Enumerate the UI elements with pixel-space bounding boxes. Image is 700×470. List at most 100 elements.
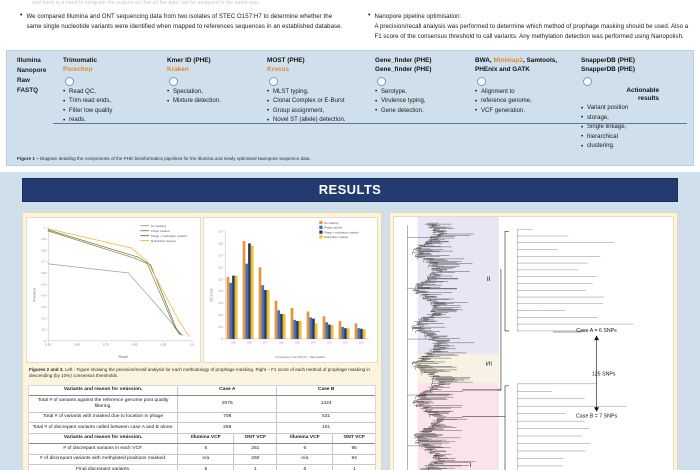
cell-value: 6 [276,443,333,455]
cell-value: 1 [332,464,375,470]
cell-value: 5 [177,464,234,470]
cell-case-a: 708 [177,412,277,424]
figure-1-caption-text: Diagram detailing the components of the … [39,155,311,161]
svg-text:0.95: 0.95 [161,342,167,346]
svg-text:0.9: 0.9 [231,340,235,344]
intro-column-left: and there is a need to integrate the out… [6,0,346,42]
actionable-line-2: results [638,95,659,103]
cell-value: 261 [233,443,277,455]
nanopore-optimisation-text: A precision/recall analysis was performe… [374,22,689,40]
list-item: Novel ST (allele) detection. [267,116,369,126]
cell-value: 6 [276,464,333,470]
pipeline-lead-labels: Illumina Nanopore Raw FASTQ [11,56,63,152]
pipeline-stage-grid: Illumina Nanopore Raw FASTQ Trimomatic P… [11,56,689,152]
figure-23-caption-text: Left - Figure showing the precision/reca… [29,366,370,379]
intro-bullet-right-text: Nanopore pipeline optimisation: A precis… [374,12,694,42]
pipeline-stage-5[interactable]: BWA, Minimap2, Samtools, PHEnix and GATK… [475,56,581,152]
svg-text:II: II [487,276,491,283]
pipeline-stage-1[interactable]: Trimomatic Porechop Read QC, Trim read e… [63,56,167,152]
cell-value: 260 [233,454,277,466]
svg-text:0.9: 0.9 [42,237,46,241]
svg-text:1: 1 [44,225,46,229]
list-item-cont: reads. [63,116,161,126]
list-item: Variant position [581,104,657,114]
intro-column-right: • Nanopore pipeline optimisation: A prec… [354,0,694,42]
svg-text:0.4: 0.4 [219,289,223,293]
table-row: Total # of variants with masked due to l… [29,412,375,424]
stage-1-node [63,75,167,88]
figure-23-caption: Figures 2 and 3. Left - Figure showing t… [23,363,381,383]
row-label: # of discrepant variants with methylated… [29,454,178,466]
list-item: VCF generation. [475,106,575,117]
results-body: 0 0.1 0.2 0.3 0.4 0.5 0.6 0.7 0.8 0.9 1 0.55 0.65 0.… [0,207,700,470]
stage-5-illumina-tool-line2: PHEnix and GATK [475,66,530,74]
svg-text:Case B = 7 SNPs: Case B = 7 SNPs [576,413,617,419]
f1-score-chart[interactable]: 0 0.1 0.2 0.3 0.4 0.5 0.6 0.7 0.8 0.9 0.9 0.8 0.7 0.… [203,216,378,363]
nanopore-optimisation-title: Nanopore pipeline optimisation: [374,13,462,20]
precision-recall-chart[interactable]: 0 0.1 0.2 0.3 0.4 0.5 0.6 0.7 0.8 0.9 1 0.55 0.65 0.… [26,216,201,363]
pipeline-axis-line [53,122,687,124]
bullet-marker-icon: • [368,12,371,19]
table-row: Total # of discrepant variants called be… [29,422,375,434]
bullet-marker-icon: • [20,12,23,19]
intro-bullet-left-text: We compared Illumina and ONT sequencing … [26,13,343,30]
list-item: Single linkage, [581,123,657,133]
lead-illumina: Illumina [17,56,41,64]
stage-3-items: MLST typing, Clonal Complex or E-Burst G… [267,87,375,126]
stage-1-items: Read QC, Trim read ends, Filter low qual… [63,87,167,126]
svg-text:0.7: 0.7 [263,340,267,344]
list-item-cont: clustering. [581,142,657,152]
svg-text:0.4: 0.4 [42,293,46,297]
stage-4-nanopore-tool: Gene_finder (PHE) [375,66,432,74]
list-item: Read QC, [63,87,161,98]
svg-text:0.8: 0.8 [42,248,46,252]
precision-recall-svg: 0 0.1 0.2 0.3 0.4 0.5 0.6 0.7 0.8 0.9 1 0.55 0.65 0.… [33,224,195,359]
table-header-row-2: Variants and reason for omission. Illumi… [29,433,375,445]
svg-text:I: I [470,462,472,469]
row-label: Total # of variants with masked due to l… [29,412,178,424]
table-row: # of discrepant variants in each VCF. 5 … [29,443,375,455]
stage-5-node [475,75,581,88]
results-banner: RESULTS [22,177,678,202]
svg-text:0.9: 0.9 [219,229,223,233]
col-header-ont-vcf-a: ONT VCF [233,433,277,445]
pipeline-stage-6[interactable]: SnapperDB (PHE) SnapperDB (PHE) Actionab… [581,56,663,152]
svg-text:0.1: 0.1 [359,340,363,344]
pipeline-node-icon [169,76,178,86]
svg-text:0.5: 0.5 [295,340,299,344]
col-header-reason-2: Variants and reason for omission. [29,433,178,445]
svg-text:0.1: 0.1 [42,327,46,331]
stage-3-nanopore-tool: Krocus [267,66,290,74]
svg-text:Case A = 6 SNPs: Case A = 6 SNPs [576,328,617,334]
col-header-illumina-vcf-b: Illumina VCF [276,433,333,445]
svg-text:0.7: 0.7 [42,259,46,263]
variants-table-wrap[interactable]: Variants and reason for omission. Case A… [28,384,376,470]
svg-text:0.3: 0.3 [42,305,46,309]
svg-text:Consensus Cut-Off (%) - Nanopo: Consensus Cut-Off (%) - Nanopolish [275,355,325,359]
svg-text:0.55: 0.55 [45,342,51,346]
svg-text:0.8: 0.8 [219,241,223,245]
tool-samtools: , Samtools, [522,56,558,64]
svg-text:0: 0 [221,337,223,341]
svg-text:0.65: 0.65 [74,342,80,346]
stage-2-illumina-tool: Kmer ID (PHE) [167,56,211,64]
stage-2-node [167,75,267,88]
stage-2-items: Speciation, Mixture detection. [167,87,267,107]
stage-4-node [375,75,475,88]
intro-bullet-right: • Nanopore pipeline optimisation: A prec… [354,8,694,42]
charts-row: 0 0.1 0.2 0.3 0.4 0.5 0.6 0.7 0.8 0.9 1 0.55 0.65 0.… [23,213,381,363]
list-item: Mixture detection. [167,97,261,107]
list-item-cont: reference genome, [475,97,575,107]
pipeline-stage-4[interactable]: Gene_finder (PHE) Gene_finder (PHE) Sero… [375,56,475,152]
stage-4-illumina-tool: Gene_finder (PHE) [375,56,432,64]
svg-text:0.85: 0.85 [132,342,138,346]
pipeline-stage-2[interactable]: Kmer ID (PHE) Kraken Speciation, Mixture… [167,56,267,152]
pipeline-stage-3[interactable]: MOST (PHE) Krocus MLST typing, Clonal Co… [267,56,375,152]
list-item-cont: hierarchical [581,132,657,143]
pipeline-node-icon [65,76,74,86]
svg-text:Methylation masked: Methylation masked [151,239,176,243]
tool-minimap2: Minimap2 [493,56,523,64]
intro-bullet-left: • We compared Illumina and ONT sequencin… [6,8,346,32]
